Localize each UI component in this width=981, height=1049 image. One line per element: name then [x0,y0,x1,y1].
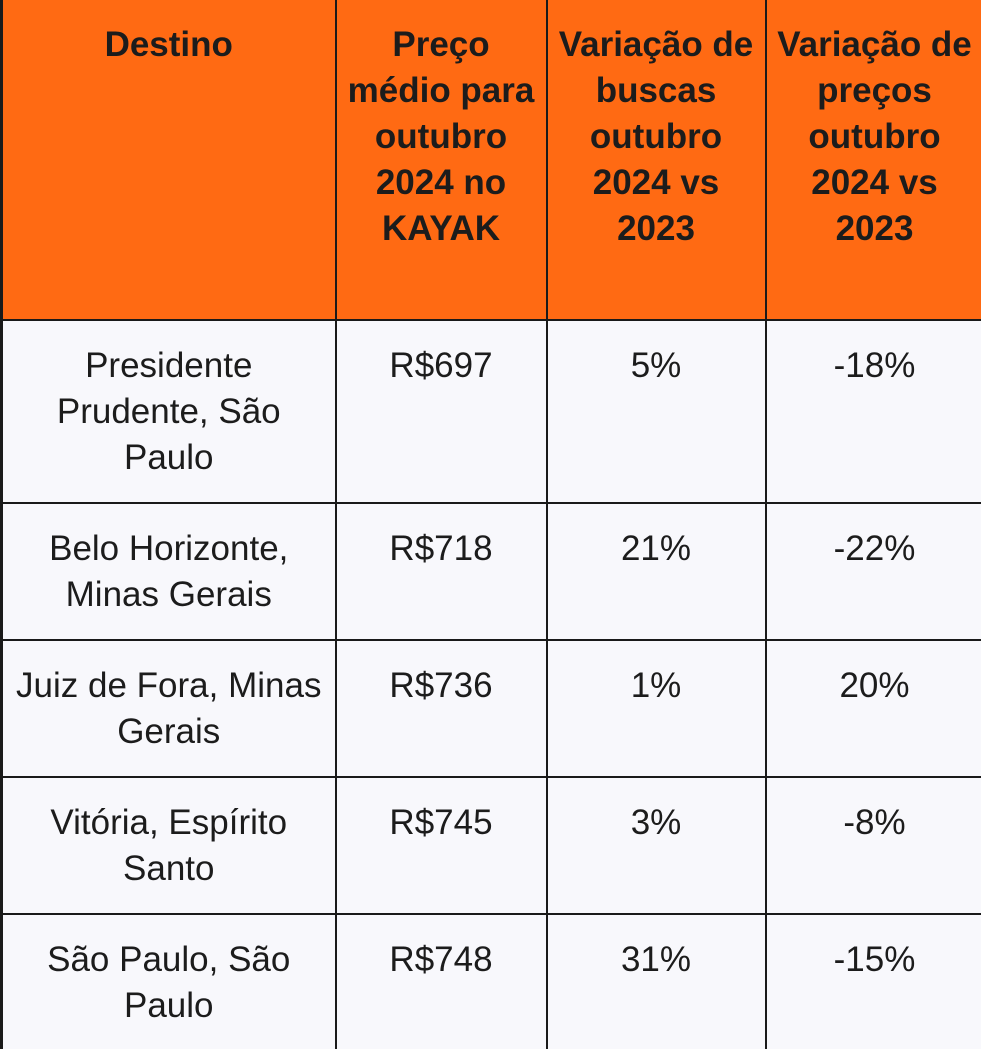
table-row: São Paulo, São Paulo R$748 31% -15% [0,913,981,1049]
cell-destino: Vitória, Espírito Santo [0,776,337,915]
header-preco-medio: Preço médio para outubro 2024 no KAYAK [334,0,548,321]
cell-destino: Juiz de Fora, Minas Gerais [0,639,337,778]
cell-variacao-buscas: 21% [545,502,767,641]
cell-preco: R$736 [334,639,548,778]
cell-variacao-precos: -18% [764,319,981,504]
cell-variacao-precos: -22% [764,502,981,641]
cell-variacao-precos: -15% [764,913,981,1049]
table-row: Presidente Prudente, São Paulo R$697 5% … [0,319,981,504]
table-row: Juiz de Fora, Minas Gerais R$736 1% 20% [0,639,981,778]
cell-destino: São Paulo, São Paulo [0,913,337,1049]
cell-preco: R$718 [334,502,548,641]
cell-variacao-precos: -8% [764,776,981,915]
table-row: Belo Horizonte, Minas Gerais R$718 21% -… [0,502,981,641]
header-variacao-buscas: Variação de buscas outubro 2024 vs 2023 [545,0,767,321]
header-variacao-precos: Variação de preços outubro 2024 vs 2023 [764,0,981,321]
cell-destino: Presidente Prudente, São Paulo [0,319,337,504]
cell-destino: Belo Horizonte, Minas Gerais [0,502,337,641]
cell-variacao-precos: 20% [764,639,981,778]
cell-variacao-buscas: 31% [545,913,767,1049]
cell-preco: R$748 [334,913,548,1049]
cell-variacao-buscas: 1% [545,639,767,778]
table-row: Vitória, Espírito Santo R$745 3% -8% [0,776,981,915]
cell-preco: R$697 [334,319,548,504]
table-header-row: Destino Preço médio para outubro 2024 no… [0,0,981,321]
header-destino: Destino [0,0,337,321]
cell-variacao-buscas: 3% [545,776,767,915]
cell-variacao-buscas: 5% [545,319,767,504]
cell-preco: R$745 [334,776,548,915]
